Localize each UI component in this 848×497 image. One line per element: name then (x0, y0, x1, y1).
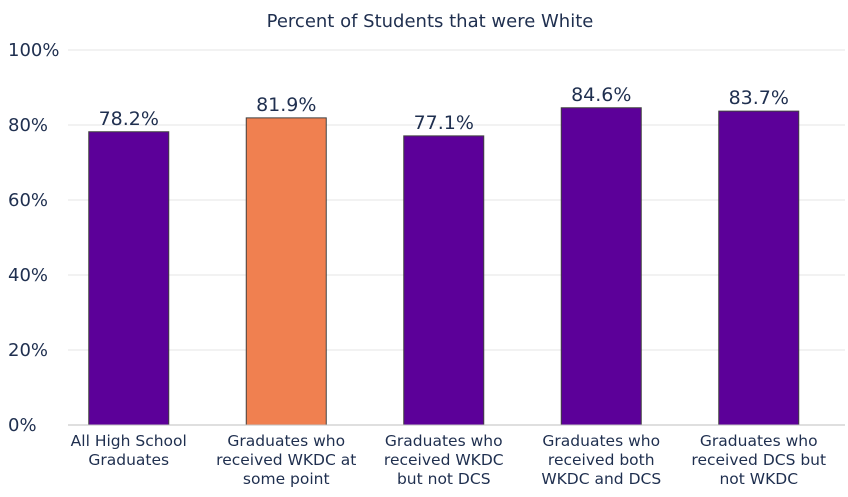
y-tick-label: 80% (8, 115, 48, 136)
data-label: 77.1% (414, 112, 474, 134)
x-tick-label-line: but not DCS (397, 470, 491, 488)
x-tick-label-line: received WKDC at (216, 451, 356, 469)
x-tick-label-line: Graduates who (700, 432, 818, 450)
data-label: 83.7% (729, 87, 789, 109)
y-tick-label: 60% (8, 190, 48, 211)
x-tick-label-line: WKDC and DCS (541, 470, 661, 488)
x-tick-label-line: received DCS but (691, 451, 826, 469)
bar (718, 110, 800, 426)
y-tick-label: 20% (8, 340, 48, 361)
bar (245, 117, 327, 426)
x-tick-label-line: received both (548, 451, 655, 469)
x-tick-label: Graduates who received DCS but not WKDC (691, 432, 826, 488)
y-axis-ticks: 0% 20% 40% 60% 80% 100% (8, 40, 59, 436)
data-label: 81.9% (256, 94, 316, 116)
x-tick-label-line: Graduates who (385, 432, 503, 450)
x-tick-label: Graduates who received WKDC but not DCS (384, 432, 504, 488)
data-label: 84.6% (571, 84, 631, 106)
bars (88, 107, 800, 426)
y-tick-label: 0% (8, 415, 37, 436)
x-tick-label-line: All High School (71, 432, 187, 450)
x-tick-label: Graduates who received WKDC at some point (216, 432, 356, 488)
bar (560, 107, 642, 426)
x-tick-label: All High School Graduates (71, 432, 187, 469)
y-tick-label: 100% (8, 40, 59, 61)
x-tick-label-line: some point (243, 470, 330, 488)
chart-title: Percent of Students that were White (267, 11, 594, 32)
y-tick-label: 40% (8, 265, 48, 286)
data-labels: 78.2% 81.9% 77.1% 84.6% 83.7% (99, 84, 789, 134)
data-label: 78.2% (99, 108, 159, 130)
x-tick-label: Graduates who received both WKDC and DCS (541, 432, 661, 488)
x-tick-label-line: Graduates who (227, 432, 345, 450)
x-tick-label-line: Graduates who (542, 432, 660, 450)
bar (88, 131, 170, 426)
x-tick-label-line: received WKDC (384, 451, 504, 469)
x-tick-label-line: not WKDC (719, 470, 798, 488)
x-tick-label-line: Graduates (88, 451, 169, 469)
bar (403, 135, 485, 426)
